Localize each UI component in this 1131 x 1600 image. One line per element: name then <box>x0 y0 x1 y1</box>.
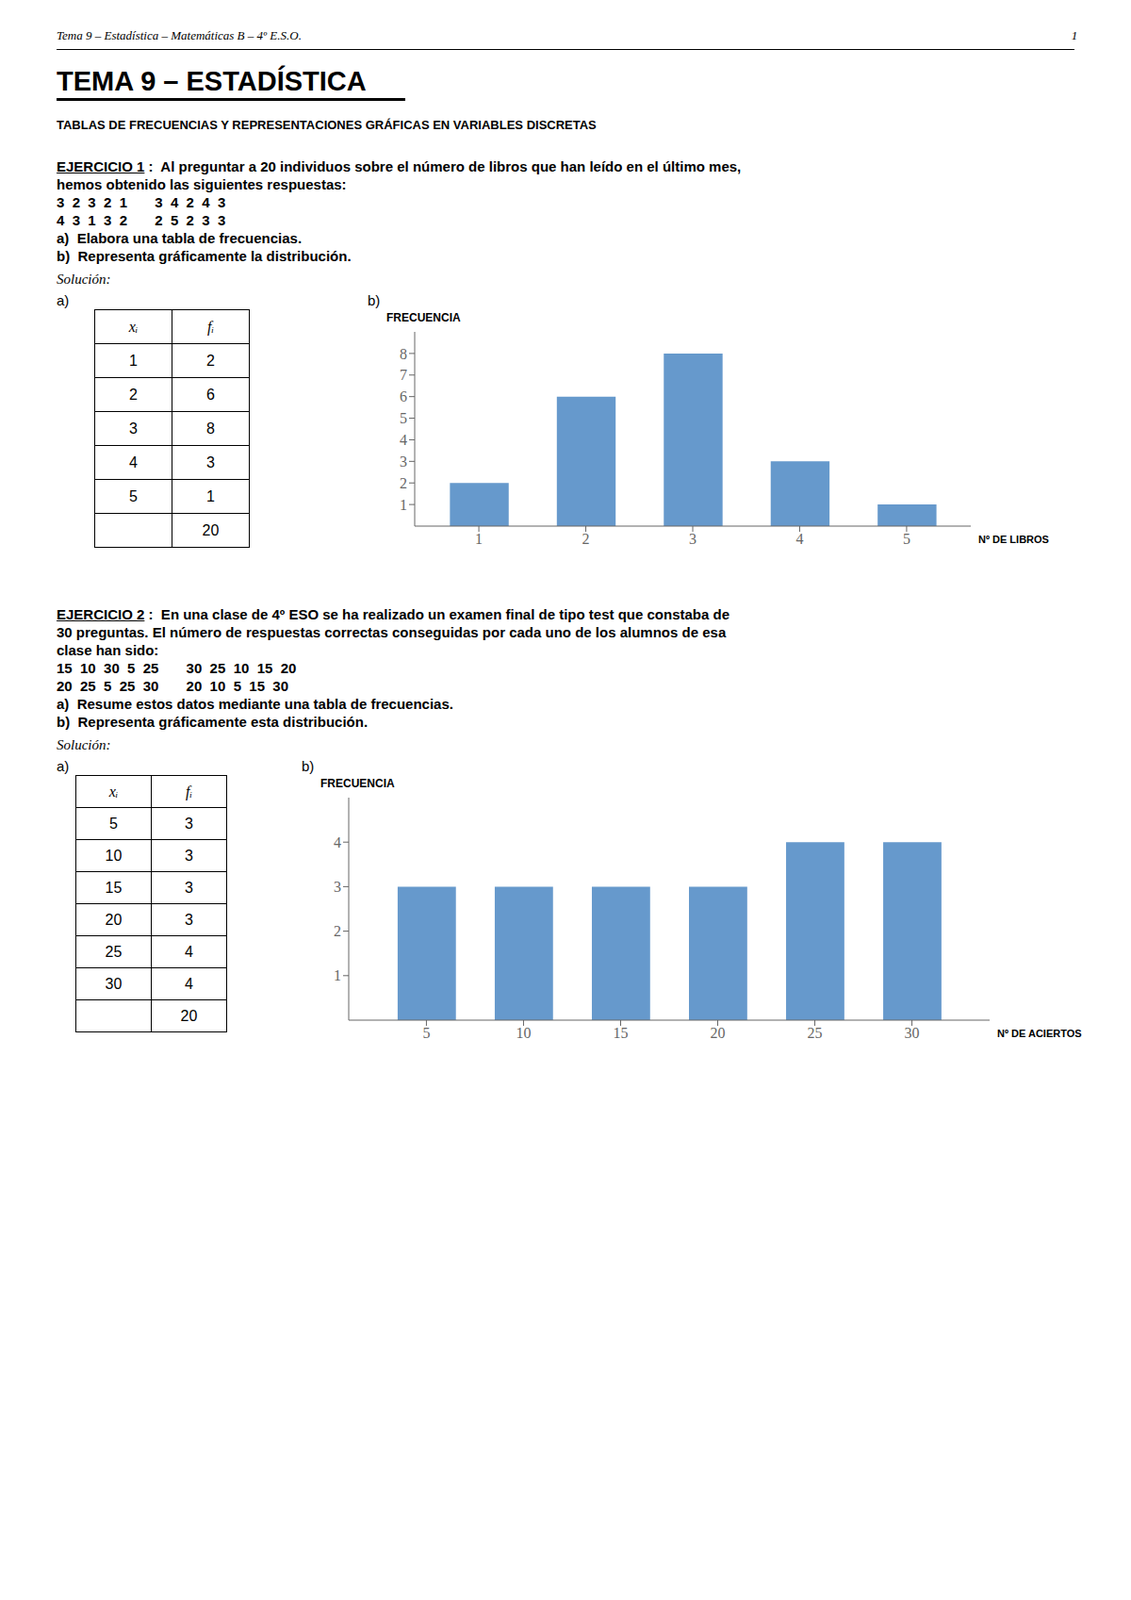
html-text:TABLAS DE FRECUENCIAS Y REPRES: TABLAS DE FRECUENCIAS Y REPRESENTACIONES… <box>56 117 597 132</box>
html-text:1: 1 <box>129 352 138 369</box>
html-text:Nº DE ACIERTOS: Nº DE ACIERTOS <box>997 1027 1082 1039</box>
html-text:b): b) <box>367 292 381 309</box>
html-text:20: 20 <box>180 1007 198 1024</box>
svg-text:2: 2 <box>582 530 591 547</box>
html-text:a) Resume estos datos mediante: a) Resume estos datos mediante una tabla… <box>56 695 454 712</box>
html-text:xᵢ: xᵢ <box>109 782 119 799</box>
svg-text:5: 5 <box>422 1024 430 1041</box>
html-text:3: 3 <box>206 453 215 470</box>
html-text:FRECUENCIA: FRECUENCIA <box>386 311 461 325</box>
svg-text:1: 1 <box>475 530 483 547</box>
svg-text:4: 4 <box>333 834 342 851</box>
svg-text:6: 6 <box>399 388 408 405</box>
svg-text:10: 10 <box>515 1024 531 1041</box>
html-text:30: 30 <box>105 975 122 992</box>
html-text:15: 15 <box>105 878 122 895</box>
html-text:30 preguntas. El número de res: 30 preguntas. El número de respuestas co… <box>56 623 726 640</box>
svg-text:3: 3 <box>688 530 697 547</box>
html-text:4: 4 <box>129 453 138 470</box>
html-text:3: 3 <box>184 910 194 927</box>
html-text:EJERCICIO 1: Al preguntar a 20: EJERCICIO 1: Al preguntar a 20 individuo… <box>56 158 742 175</box>
html-text:b): b) <box>301 757 315 774</box>
html-text:b) Representa gráficamente est: b) Representa gráficamente esta distribu… <box>56 713 368 730</box>
svg-text:1: 1 <box>399 496 408 513</box>
html-text:3: 3 <box>129 419 138 436</box>
html-text:2: 2 <box>129 385 138 402</box>
svg-text:4: 4 <box>399 431 408 448</box>
html-text:3: 3 <box>184 846 194 863</box>
html-text:fᵢ: fᵢ <box>207 318 214 335</box>
html-text:a): a) <box>56 757 70 774</box>
html-text:xᵢ: xᵢ <box>128 318 138 335</box>
html-text:a): a) <box>56 292 70 309</box>
html-text:5: 5 <box>109 814 118 831</box>
html-text:20: 20 <box>105 910 122 927</box>
html-text:a) Elabora una tabla de frecue: a) Elabora una tabla de frecuencias. <box>56 229 302 246</box>
html-text:20 25 5 25 30 20 10 5 15 30: 20 25 5 25 30 20 10 5 15 30 <box>56 677 289 694</box>
html-text:15 10 30 5 25 30 25 10 15 20: 15 10 30 5 25 30 25 10 15 20 <box>56 659 297 676</box>
html-text:4 3 1 3 2 2 5 2 3 3: 4 3 1 3 2 2 5 2 3 3 <box>56 212 226 229</box>
svg-text:1: 1 <box>333 967 342 984</box>
svg-text:3: 3 <box>399 453 408 470</box>
html-text:fᵢ: fᵢ <box>185 782 193 799</box>
svg-text:5: 5 <box>399 409 408 427</box>
svg-text:20: 20 <box>710 1024 726 1041</box>
html-text:20: 20 <box>202 521 220 538</box>
svg-text:5: 5 <box>902 530 911 547</box>
svg-text:3: 3 <box>333 878 342 895</box>
html-text:Nº DE LIBROS: Nº DE LIBROS <box>978 533 1049 545</box>
html-text:5: 5 <box>129 487 138 504</box>
html-text:TEMA 9 – ESTADÍSTICA: TEMA 9 – ESTADÍSTICA <box>56 65 367 97</box>
svg-text:2: 2 <box>399 475 408 492</box>
html-text:hemos obtenido las siguientes: hemos obtenido las siguientes respuestas… <box>56 176 347 193</box>
html-text:Tema 9 – Estadística – Matemát: Tema 9 – Estadística – Matemáticas B – 4… <box>56 28 302 43</box>
svg-text:8: 8 <box>399 345 408 362</box>
html-text:clase han sido:: clase han sido: <box>56 641 159 658</box>
svg-text:7: 7 <box>399 366 408 383</box>
html-text:1: 1 <box>206 487 215 504</box>
html-text:6: 6 <box>206 385 215 402</box>
html-text:b) Representa gráficamente la: b) Representa gráficamente la distribuci… <box>56 247 352 264</box>
svg-text:15: 15 <box>612 1024 628 1041</box>
svg-text:25: 25 <box>807 1024 823 1041</box>
html-text:10: 10 <box>105 846 122 863</box>
html-text:4: 4 <box>184 942 194 959</box>
html-text:3: 3 <box>184 814 194 831</box>
html-text:EJERCICIO 2: En una clase de 4: EJERCICIO 2: En una clase de 4º ESO se h… <box>56 606 730 623</box>
html-text:4: 4 <box>184 975 194 992</box>
html-text:3: 3 <box>184 878 194 895</box>
svg-text:2: 2 <box>333 922 342 939</box>
html-text:Solución:: Solución: <box>56 737 111 753</box>
html-text:2: 2 <box>206 352 215 369</box>
html-text:FRECUENCIA: FRECUENCIA <box>320 776 395 790</box>
html-text:1: 1 <box>1071 28 1078 43</box>
html-text:3 2 3 2 1 3 4 2 4 3: 3 2 3 2 1 3 4 2 4 3 <box>56 194 226 211</box>
html-text:25: 25 <box>105 942 122 959</box>
svg-text:4: 4 <box>795 530 804 547</box>
html-text:Solución:: Solución: <box>56 271 111 287</box>
html-text:8: 8 <box>206 419 215 436</box>
svg-text:30: 30 <box>904 1024 920 1041</box>
